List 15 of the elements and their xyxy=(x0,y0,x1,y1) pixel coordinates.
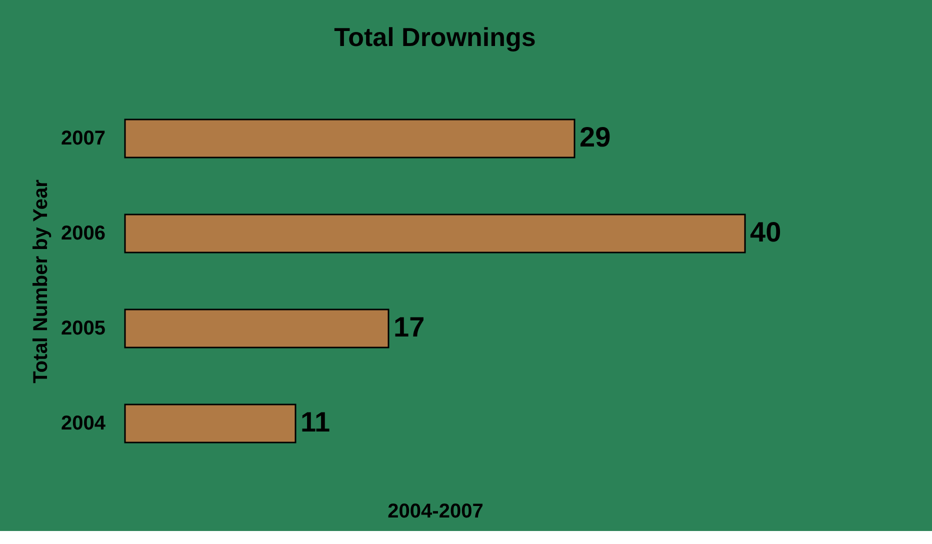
x-axis-title: 2004-2007 xyxy=(388,500,484,522)
y-tick-label: 2005 xyxy=(61,318,106,340)
bar xyxy=(124,308,390,348)
y-tick-label: 2004 xyxy=(61,412,106,434)
data-label: 17 xyxy=(394,312,425,342)
data-label: 29 xyxy=(580,122,611,152)
bar xyxy=(124,214,746,254)
data-label: 11 xyxy=(300,406,330,438)
bar xyxy=(124,118,576,158)
bar xyxy=(124,404,296,444)
y-tick-label: 2006 xyxy=(61,222,106,244)
y-tick-label: 2007 xyxy=(61,128,106,150)
y-axis-title: Total Number by Year xyxy=(30,179,52,384)
chart-title: Total Drownings xyxy=(334,22,536,52)
data-label: 40 xyxy=(750,216,782,248)
